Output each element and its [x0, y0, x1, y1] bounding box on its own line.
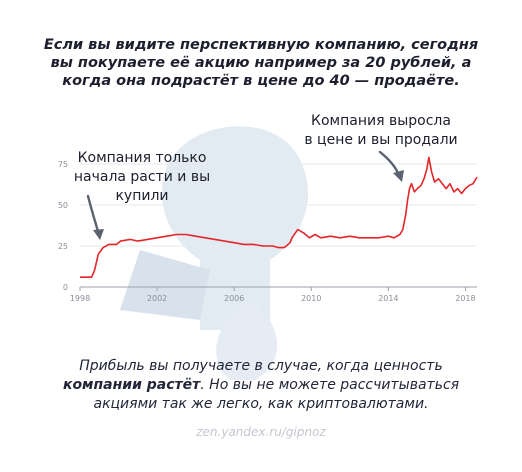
x-tick-label: 2006: [224, 294, 244, 303]
footer-bold-phrase: компании растёт: [62, 377, 201, 393]
buy-annotation-line-1: Компания только: [77, 150, 207, 166]
price-series-line: [80, 156, 478, 278]
x-tick-label: 2018: [455, 294, 475, 303]
footer-text: Прибыль вы получаете в случае, когда цен…: [30, 357, 492, 414]
footer-line-2: компании растёт. Но вы не можете рассчит…: [30, 376, 492, 395]
buy-arrow-icon: [86, 194, 104, 240]
headline-line-3: когда она подрастёт в цене до 40 — прода…: [62, 73, 460, 89]
buy-annotation-line-2: начала расти и вы купили: [73, 169, 211, 204]
lightbulb-watermark-icon: [120, 126, 309, 380]
y-tick-label: 25: [58, 242, 68, 251]
footer-line-1: Прибыль вы получаете в случае, когда цен…: [79, 358, 443, 374]
x-tick-label: 2014: [378, 294, 398, 303]
source-credit: zen.yandex.ru/gipnoz: [196, 425, 326, 439]
y-tick-label: 0: [63, 283, 68, 292]
footer-line-3: акциями так же легко, как криптовалютами…: [93, 396, 429, 412]
sell-annotation-line-1: Компания выросла: [311, 113, 451, 129]
buy-annotation: Компания только начала расти и вы купили: [52, 149, 232, 206]
headline: Если вы видите перспективную компанию, с…: [20, 36, 502, 90]
sell-annotation-line-2: в цене и вы продали: [304, 132, 458, 148]
sell-arrow-icon: [378, 150, 404, 182]
x-tick-label: 1998: [70, 294, 90, 303]
headline-line-2: вы покупаете её акцию например за 20 руб…: [50, 55, 472, 71]
footer-line-2-rest: . Но вы не можете рассчитываться: [200, 377, 460, 393]
chart-axes: 0 25 50 75 1998 2002 2006 2010 2014 2018: [58, 160, 477, 303]
y-tick-label: 50: [58, 201, 68, 210]
x-tick-label: 2010: [301, 294, 321, 303]
sell-annotation: Компания выросла в цене и вы продали: [296, 112, 466, 150]
y-tick-label: 75: [58, 160, 68, 169]
headline-line-1: Если вы видите перспективную компанию, с…: [43, 37, 479, 53]
x-tick-label: 2002: [147, 294, 167, 303]
